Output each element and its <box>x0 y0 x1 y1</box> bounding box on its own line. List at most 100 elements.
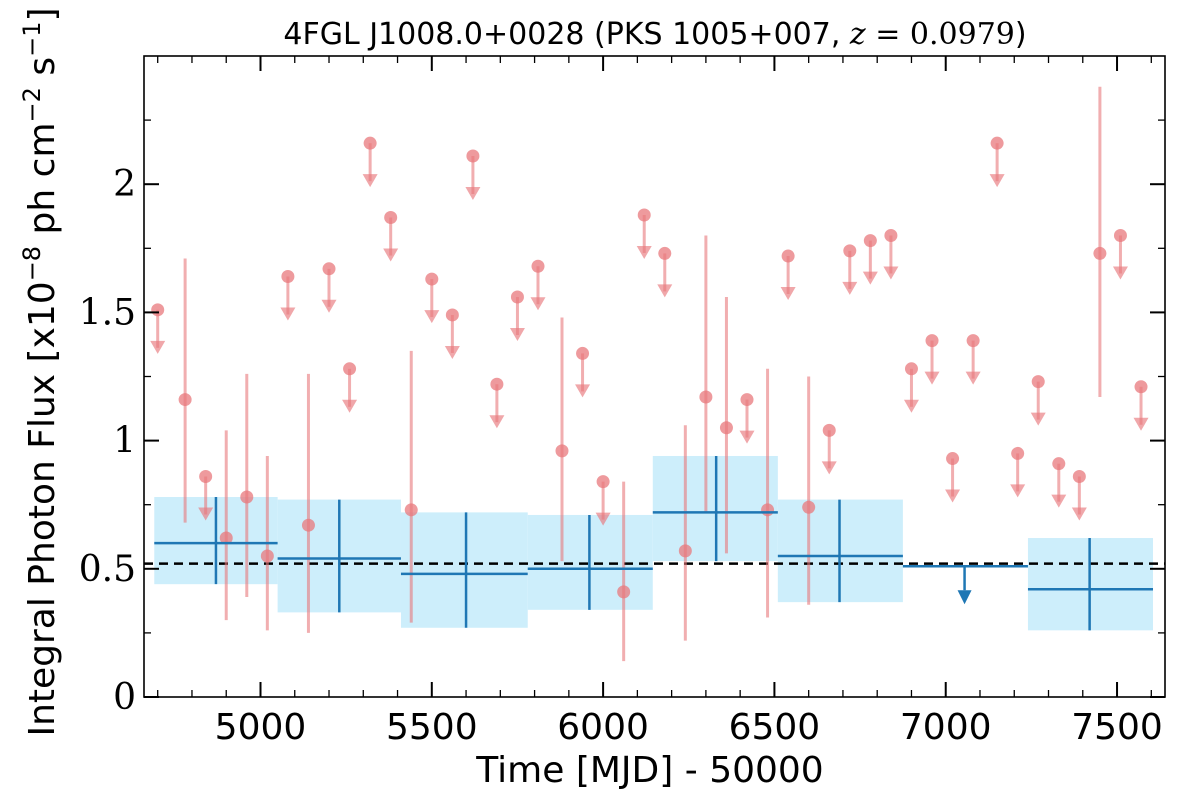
short-ul-arrow-4 <box>342 399 358 413</box>
short-ul-arrow-24 <box>924 371 940 385</box>
short-ul-arrow-26 <box>965 371 981 385</box>
short-ul-arrow-12 <box>530 297 546 311</box>
short-ul-arrow-14 <box>595 512 611 526</box>
chart-title-main: 4FGL J1008.0+0028 (PKS 1005+007, <box>283 17 850 52</box>
short-ul-arrow-6 <box>383 248 399 262</box>
y-axis-label-part1: Integral Photon Flux [x10 <box>22 281 63 736</box>
short-ul-point-12 <box>531 259 545 273</box>
short-ul-point-14 <box>596 475 610 489</box>
y-axis-label-part3: s <box>22 57 63 87</box>
short-ul-arrow-29 <box>1030 412 1046 426</box>
x-axis-label: Time [MJD] - 50000 <box>475 750 823 791</box>
short-ul-point-3 <box>322 262 336 276</box>
short-ul-point-1 <box>199 469 213 483</box>
short-ul-point-0 <box>151 303 165 317</box>
y-axis-label-part2: ph cm <box>22 122 63 245</box>
short-ul-point-18 <box>781 249 795 263</box>
short-ul-point-28 <box>1011 446 1025 460</box>
short-ul-arrow-5 <box>362 174 378 188</box>
short-ul-arrow-32 <box>1112 266 1128 280</box>
short-bin-point-4 <box>301 518 315 532</box>
short-bin-point-12 <box>802 500 816 514</box>
chart-title: 4FGL J1008.0+0028 (PKS 1005+007, z = 0.0… <box>283 17 1026 52</box>
short-ul-arrow-22 <box>883 266 899 280</box>
y-tick-label-0: 0 <box>113 677 136 718</box>
short-ul-arrow-19 <box>821 461 837 475</box>
short-ul-arrow-27 <box>989 174 1005 188</box>
x-tick-label-2: 6000 <box>557 707 649 748</box>
short-bin-point-13 <box>1093 246 1107 260</box>
short-ul-point-4 <box>343 362 357 376</box>
short-bin-point-9 <box>699 390 713 404</box>
x-tick-label-5: 7500 <box>1071 707 1163 748</box>
short-ul-point-29 <box>1031 375 1045 389</box>
short-ul-arrow-0 <box>150 340 166 354</box>
short-ul-arrow-3 <box>321 299 337 313</box>
y-tick-label-3: 1.5 <box>79 292 136 333</box>
short-ul-point-27 <box>990 136 1004 150</box>
short-ul-arrow-8 <box>444 345 460 359</box>
long-bin-markers <box>154 455 1154 631</box>
short-bin-point-0 <box>178 393 192 407</box>
short-ul-point-10 <box>490 377 504 391</box>
short-ul-arrow-9 <box>465 186 481 200</box>
short-ul-point-13 <box>576 346 590 360</box>
short-ul-arrow-11 <box>509 328 525 342</box>
short-ul-point-19 <box>822 423 836 437</box>
short-ul-point-6 <box>384 211 398 225</box>
short-ul-arrow-20 <box>842 281 858 295</box>
short-ul-arrow-10 <box>489 415 505 429</box>
short-ul-arrow-18 <box>780 286 796 300</box>
short-ul-point-11 <box>510 290 524 304</box>
short-ul-arrow-21 <box>862 271 878 285</box>
short-bin-point-11 <box>761 503 775 517</box>
short-ul-point-21 <box>863 234 877 248</box>
long-bin-band-2 <box>400 512 528 628</box>
short-ul-point-20 <box>843 244 857 258</box>
y-tick-label-2: 1 <box>113 421 136 462</box>
short-ul-point-30 <box>1052 457 1066 471</box>
short-bin-point-8 <box>678 544 692 558</box>
short-ul-point-31 <box>1072 469 1086 483</box>
short-ul-arrow-30 <box>1051 494 1067 508</box>
short-bin-point-6 <box>555 444 569 458</box>
short-ul-point-8 <box>445 308 459 322</box>
short-ul-arrow-13 <box>575 384 591 398</box>
y-axis-ticks: 0 0.5 1 1.5 2 <box>79 119 1165 718</box>
y-axis-label-exp1: −8 <box>18 246 46 281</box>
short-ul-arrow-2 <box>280 307 296 321</box>
short-ul-arrow-28 <box>1010 484 1026 498</box>
y-axis-label-exp2: −2 <box>18 87 46 122</box>
short-ul-point-9 <box>466 149 480 163</box>
x-axis-ticks: 5000 5500 6000 6500 7000 7500 <box>157 56 1163 748</box>
short-ul-arrow-31 <box>1071 507 1087 521</box>
chart-title-z: z <box>849 17 866 52</box>
short-ul-point-7 <box>425 272 439 286</box>
y-tick-label-1: 0.5 <box>79 549 136 590</box>
short-ul-arrow-25 <box>945 489 961 503</box>
short-ul-arrow-33 <box>1133 417 1149 431</box>
short-ul-point-23 <box>904 362 918 376</box>
short-ul-point-26 <box>966 334 980 348</box>
x-tick-label-0: 5000 <box>215 707 307 748</box>
short-ul-point-2 <box>281 270 295 284</box>
short-bin-point-7 <box>617 585 631 599</box>
short-ul-point-32 <box>1113 228 1127 242</box>
y-axis-label-exp3: −1 <box>18 22 46 57</box>
short-ul-arrow-16 <box>657 284 673 298</box>
short-bin-points <box>178 246 1107 599</box>
y-tick-label-4: 2 <box>113 164 136 205</box>
long-bin-bands <box>154 455 1154 631</box>
short-ul-arrow-1 <box>198 507 214 521</box>
x-tick-label-1: 5500 <box>386 707 478 748</box>
y-axis-label-part4: ] <box>22 7 63 21</box>
short-ul-point-16 <box>658 246 672 260</box>
short-ul-point-22 <box>884 228 898 242</box>
short-ul-point-17 <box>740 393 754 407</box>
short-bin-point-1 <box>219 531 233 545</box>
short-ul-arrow-23 <box>903 399 919 413</box>
short-bin-point-2 <box>240 490 254 504</box>
short-ul-point-24 <box>925 334 939 348</box>
short-ul-arrow-7 <box>424 310 440 324</box>
